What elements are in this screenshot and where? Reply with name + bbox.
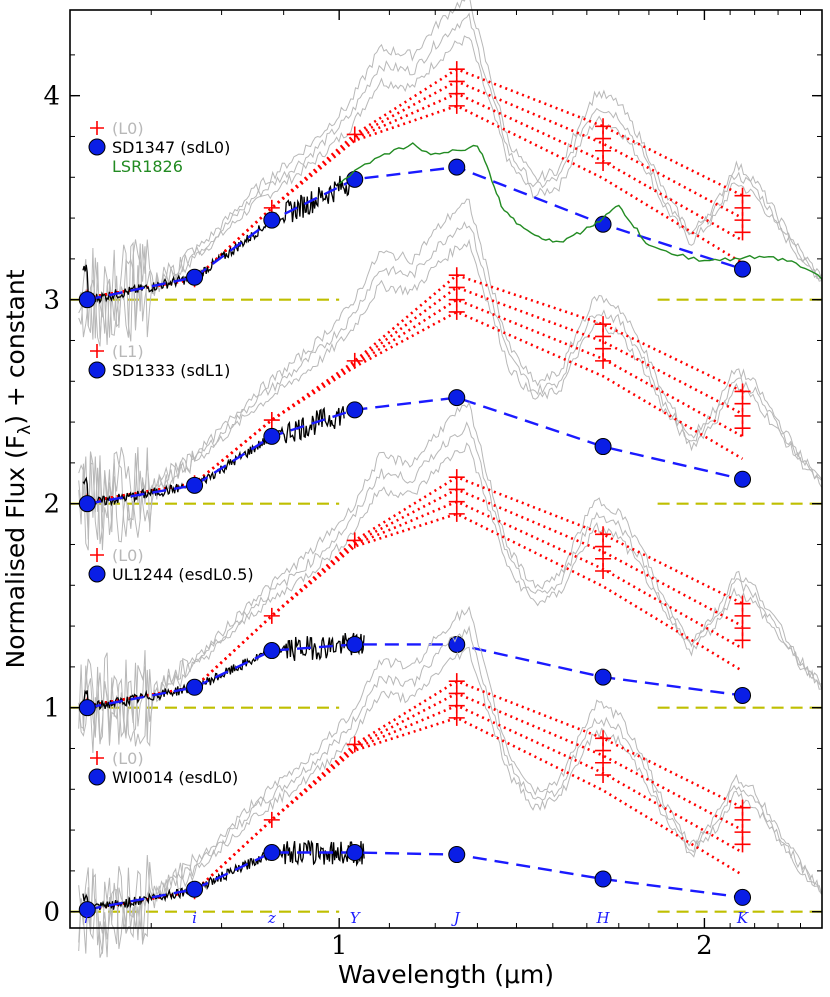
photometry-point bbox=[78, 699, 96, 717]
photometry-point bbox=[734, 260, 752, 278]
photometry-point bbox=[263, 211, 281, 229]
legend-template-label: (L0) bbox=[112, 749, 144, 768]
template-spectrum bbox=[78, 421, 822, 754]
template-photometry-marker bbox=[263, 412, 280, 429]
legend-template-label: (L0) bbox=[112, 546, 144, 565]
template-photometry-marker bbox=[263, 607, 280, 624]
photometry-point bbox=[594, 438, 612, 456]
legend-plus-marker bbox=[90, 121, 104, 135]
photometry-point bbox=[448, 389, 466, 407]
band-label-z: z bbox=[267, 909, 276, 927]
template-photometry-marker bbox=[346, 532, 363, 549]
legend-plus-marker bbox=[90, 344, 104, 358]
photometry-point bbox=[186, 678, 204, 696]
y-tick-label: 2 bbox=[43, 490, 60, 520]
object-spectrum bbox=[82, 632, 365, 711]
template-photometry-marker bbox=[263, 811, 280, 828]
photometry-point bbox=[186, 476, 204, 494]
object-spectrum bbox=[82, 406, 345, 509]
comparison-spectrum bbox=[338, 142, 823, 280]
y-axis-title-subscript: λ bbox=[15, 425, 35, 435]
object-spectrum bbox=[82, 840, 365, 912]
photometry-point bbox=[78, 495, 96, 513]
y-tick-label: 4 bbox=[43, 82, 60, 112]
template-photometry-marker bbox=[346, 352, 363, 369]
band-label-r: r bbox=[84, 909, 92, 927]
template-spectrum bbox=[78, 401, 823, 745]
legend-photometry-marker bbox=[88, 768, 106, 786]
photometry-point bbox=[346, 635, 364, 653]
template-photometry-marker bbox=[448, 303, 465, 320]
legend-object-name: UL1244 (esdL0.5) bbox=[112, 565, 254, 584]
photometry-point bbox=[448, 846, 466, 864]
template-spectrum bbox=[78, 238, 822, 551]
legend-photometry-marker bbox=[88, 565, 106, 583]
photometry-point bbox=[78, 291, 96, 309]
band-label-J: J bbox=[451, 909, 461, 927]
photometry-point bbox=[734, 470, 752, 488]
x-tick-label: 1 bbox=[331, 931, 348, 961]
band-label-K: K bbox=[736, 909, 749, 927]
legend-plus-marker bbox=[90, 751, 104, 765]
photometry-point bbox=[346, 170, 364, 188]
photometry-point bbox=[263, 642, 281, 660]
plot-frame bbox=[69, 9, 823, 929]
template-photometry-marker bbox=[734, 632, 751, 649]
photometry-point bbox=[448, 158, 466, 176]
legend-object-name: SD1347 (sdL0) bbox=[112, 138, 230, 157]
axis-ticks: 0 1 2 3 4 1 2 bbox=[43, 10, 822, 961]
photometry-point bbox=[263, 844, 281, 862]
legend-plus-marker bbox=[90, 548, 104, 562]
x-tick-label: 2 bbox=[696, 931, 713, 961]
band-label-H: H bbox=[596, 909, 611, 927]
template-spectrum bbox=[78, 12, 823, 347]
photometry-point bbox=[448, 635, 466, 653]
photometry-point bbox=[346, 401, 364, 419]
template-photometry-marker bbox=[346, 126, 363, 143]
legend-photometry-marker bbox=[88, 138, 106, 156]
legend: (L0)SD1347 (sdL0)LSR1826(L1)SD1333 (sdL1… bbox=[88, 119, 254, 787]
y-axis-title-tail: ) + constant bbox=[1, 269, 30, 424]
legend-photometry-marker bbox=[88, 361, 106, 379]
photometry-point bbox=[186, 268, 204, 286]
y-tick-label: 1 bbox=[43, 694, 60, 724]
template-photometry-marker bbox=[734, 224, 751, 241]
template-spectrum bbox=[78, 198, 822, 545]
photometry-point bbox=[594, 668, 612, 686]
template-photometry-marker bbox=[448, 709, 465, 726]
y-tick-label: 3 bbox=[43, 286, 60, 316]
band-label-i: i bbox=[192, 909, 197, 927]
legend-template-label: (L0) bbox=[112, 119, 144, 138]
photometry-point bbox=[346, 844, 364, 862]
template-photometry-marker bbox=[448, 505, 465, 522]
template-photometry-marker bbox=[595, 767, 612, 783]
photometry-point bbox=[734, 686, 752, 704]
band-label-Y: Y bbox=[350, 909, 362, 927]
template-photometry-marker bbox=[734, 420, 751, 437]
template-spectrum bbox=[78, 605, 822, 954]
x-axis-title: Wavelength (μm) bbox=[338, 960, 554, 989]
legend-object-name: WI0014 (esdL0) bbox=[112, 768, 238, 787]
legend-comparison-name: LSR1826 bbox=[112, 157, 183, 176]
photometry-point bbox=[263, 427, 281, 445]
y-tick-label: 0 bbox=[43, 898, 60, 928]
template-spectrum bbox=[78, 35, 822, 340]
template-photometry-marker bbox=[346, 736, 363, 753]
template-photometry-marker bbox=[595, 352, 612, 369]
photometry-point bbox=[186, 880, 204, 898]
photometry-point bbox=[78, 901, 96, 919]
legend-object-name: SD1333 (sdL1) bbox=[112, 361, 230, 380]
y-axis-title: Normalised Flux (Fλ) + constant bbox=[1, 269, 35, 668]
template-photometry-marker bbox=[595, 563, 612, 579]
photometry-point bbox=[734, 888, 752, 906]
template-photometry-marker bbox=[595, 155, 612, 171]
template-photometry-marker bbox=[734, 836, 751, 853]
photometry-point bbox=[594, 870, 612, 888]
template-photometry-marker bbox=[448, 97, 465, 114]
y-axis-title-main: Normalised Flux (F bbox=[1, 435, 30, 669]
legend-template-label: (L1) bbox=[112, 342, 144, 361]
